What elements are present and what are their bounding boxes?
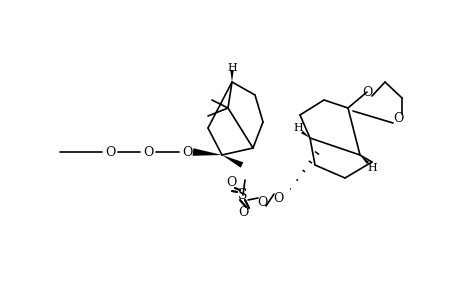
Text: O: O bbox=[225, 176, 235, 190]
Polygon shape bbox=[230, 70, 233, 82]
Text: O: O bbox=[256, 196, 267, 208]
Text: H: H bbox=[227, 63, 236, 73]
Polygon shape bbox=[301, 131, 309, 138]
Text: O: O bbox=[361, 85, 371, 98]
Text: O: O bbox=[237, 206, 248, 218]
Text: O: O bbox=[105, 146, 115, 158]
Text: O: O bbox=[392, 112, 402, 124]
Text: O: O bbox=[142, 146, 153, 158]
Text: H: H bbox=[366, 163, 376, 173]
Text: O: O bbox=[181, 146, 192, 158]
Text: O: O bbox=[272, 191, 283, 205]
Text: H: H bbox=[292, 123, 302, 133]
Polygon shape bbox=[192, 148, 222, 156]
Polygon shape bbox=[359, 155, 368, 164]
Text: S: S bbox=[238, 188, 247, 202]
Polygon shape bbox=[222, 155, 243, 168]
